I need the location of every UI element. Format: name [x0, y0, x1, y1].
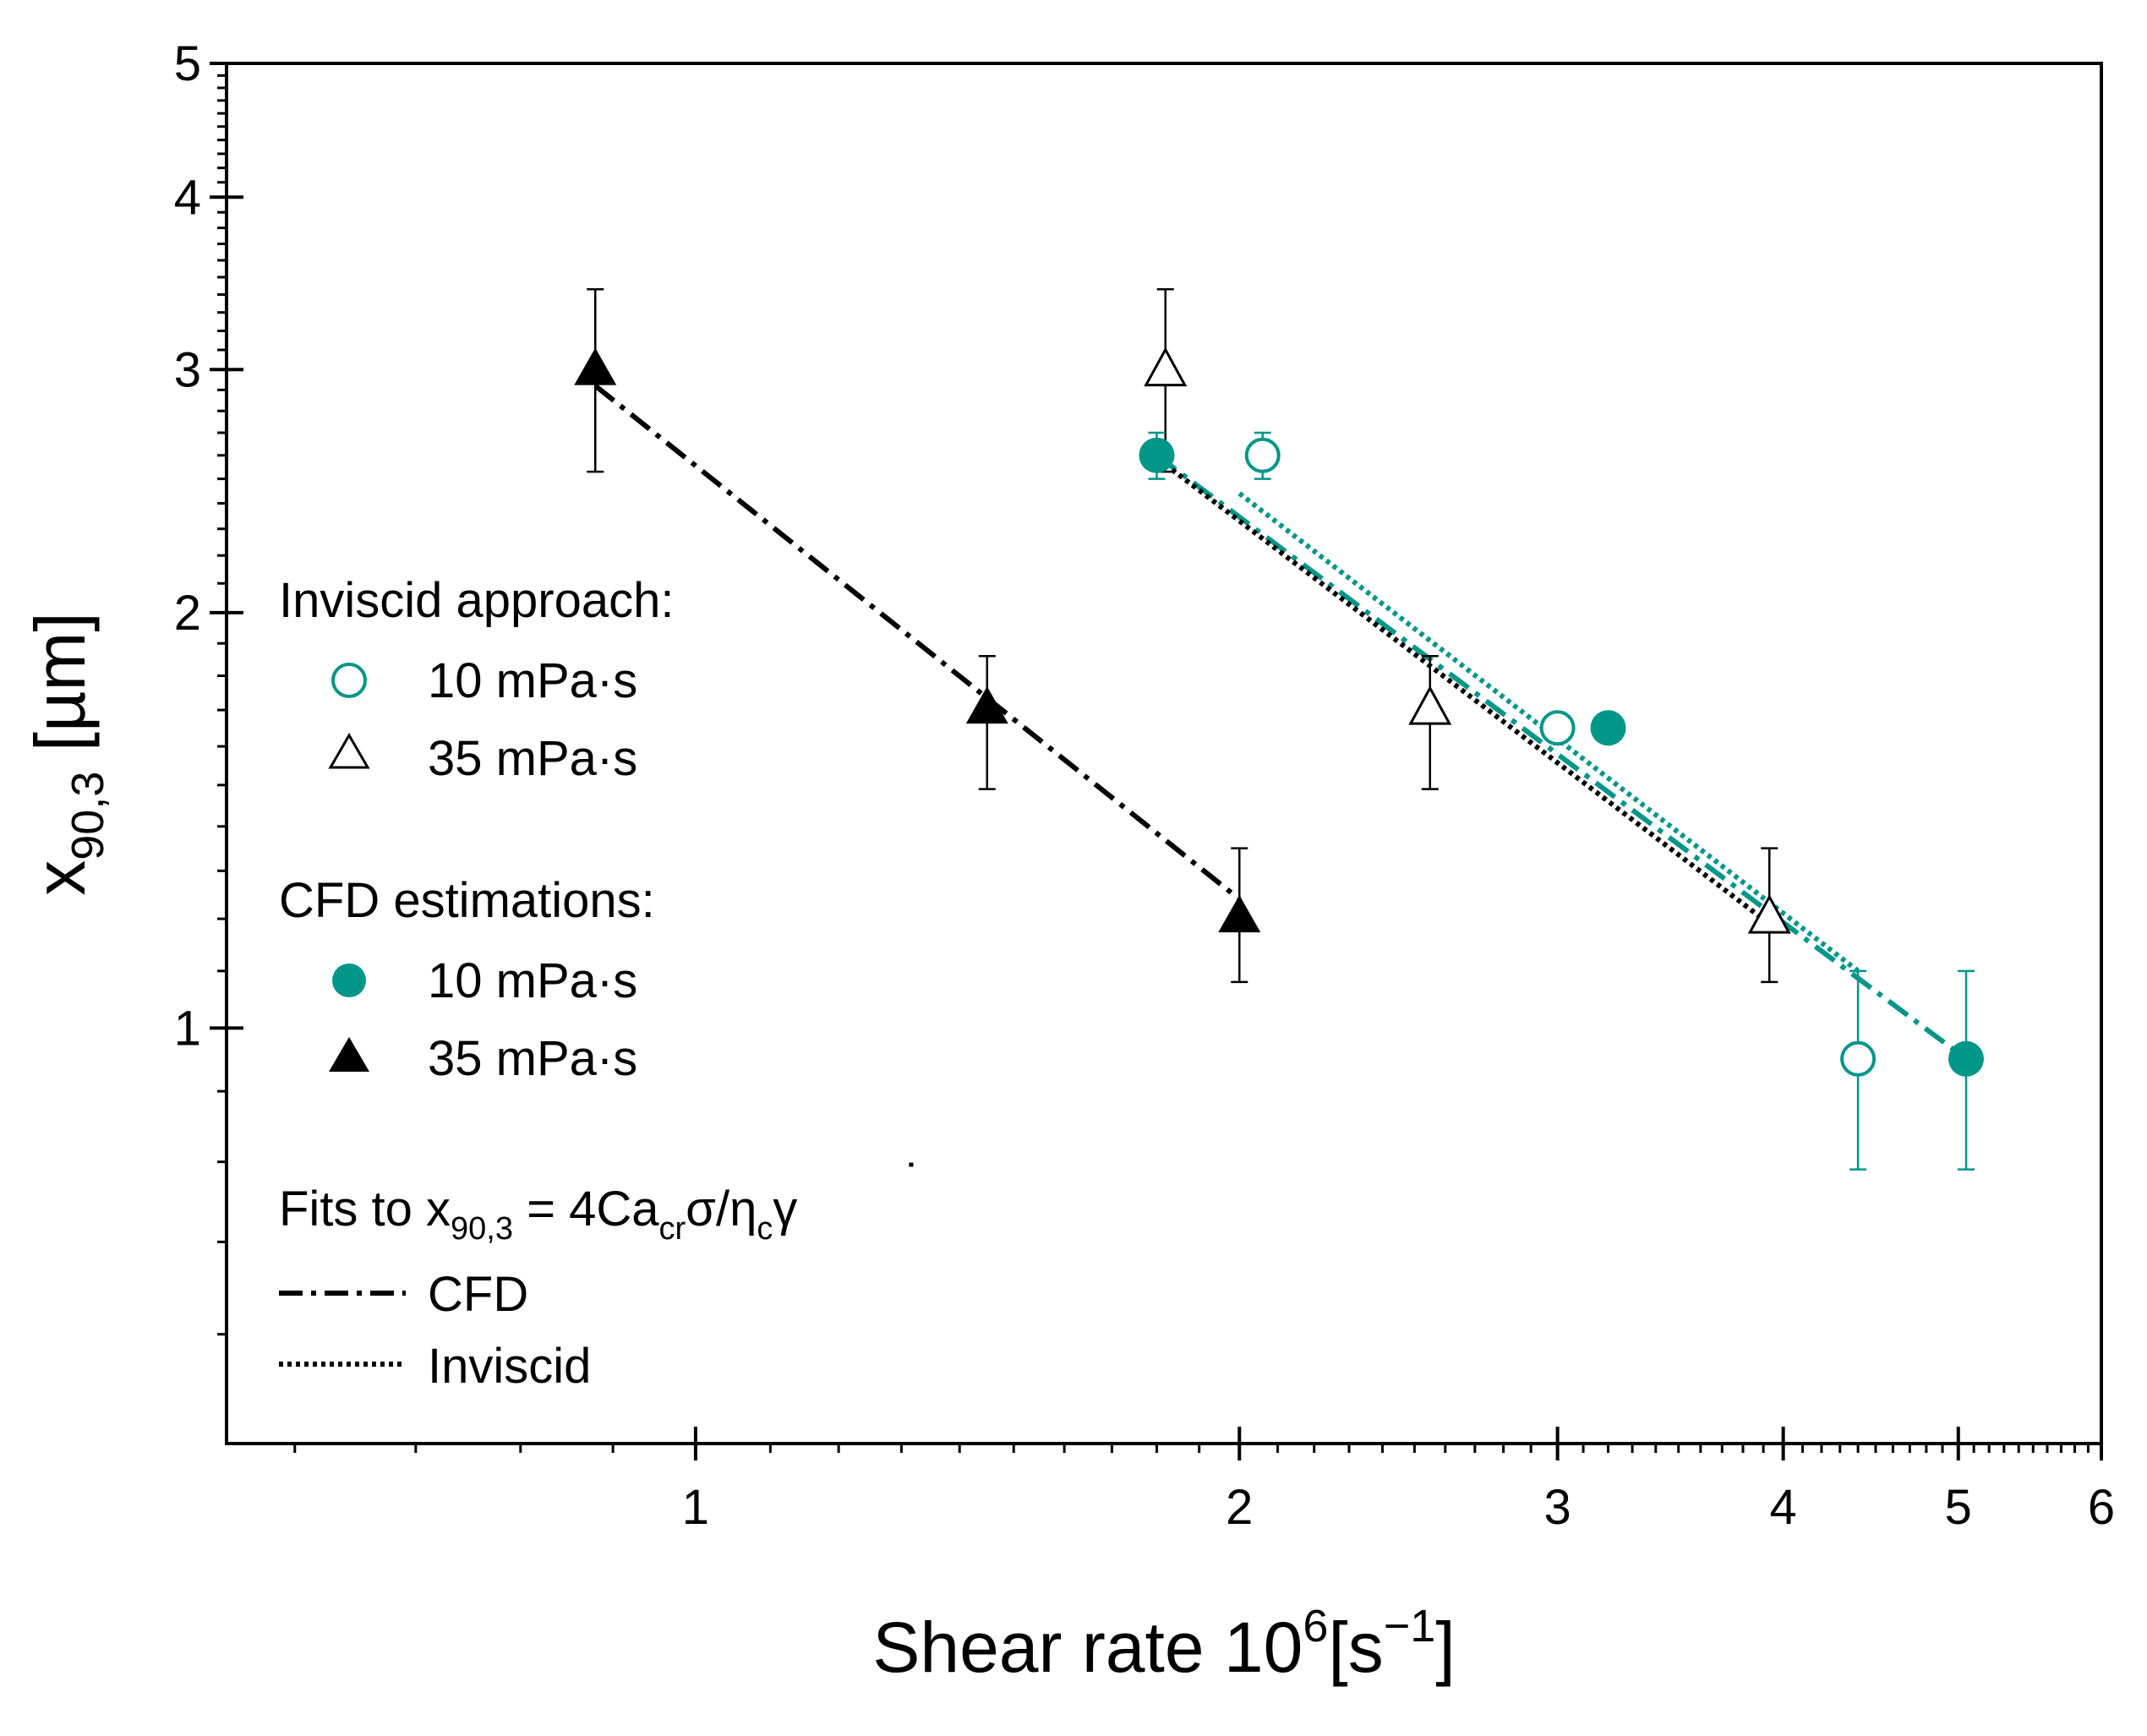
legend-inviscid-10: 10 mPa·s	[428, 653, 637, 708]
legend-fit-inviscid: Inviscid	[428, 1339, 591, 1394]
x-tick-label: 1	[682, 1480, 709, 1535]
legend-fits-heading: Fits to x90,3 = 4Cacrσ/ηcγ	[279, 1182, 797, 1247]
data-point-filled-circle	[1590, 710, 1626, 746]
fit-lines	[593, 384, 1968, 1062]
y-axis-ticks: 1 2 3 4 5	[174, 36, 243, 1336]
y-tick-label: 5	[174, 36, 201, 91]
data-point-filled-triangle	[1218, 895, 1261, 933]
y-tick-label: 1	[174, 1001, 201, 1056]
inviscid-fit-line	[1163, 462, 1772, 926]
x-tick-label: 6	[2088, 1480, 2115, 1535]
data-point-filled-triangle	[965, 686, 1008, 724]
data-point-filled-circle	[1139, 437, 1175, 473]
x-tick-label: 5	[1945, 1480, 1972, 1535]
legend-filled-triangle-icon	[329, 1037, 369, 1072]
legend-fit-cfd: CFD	[428, 1267, 528, 1322]
x-axis-ticks: 1 2 3 4 5 6	[293, 1427, 2115, 1535]
legend-open-circle-icon	[331, 663, 367, 698]
data-point-filled-circle	[1948, 1040, 1985, 1077]
legend-inviscid-heading: Inviscid approach:	[279, 573, 674, 628]
data-point-open-circle	[1539, 710, 1576, 746]
cfd-fit-line	[1155, 453, 1968, 1062]
x-tick-label: 2	[1226, 1480, 1253, 1535]
data-point-open-triangle	[1144, 347, 1188, 387]
legend: Inviscid approach: 10 mPa·s 35 mPa·s CFD…	[279, 573, 921, 1394]
legend-gamma-dot: ˙	[905, 1155, 921, 1209]
data-point-filled-triangle	[574, 347, 617, 385]
y-tick-label: 2	[174, 586, 201, 641]
x-tick-label: 3	[1543, 1480, 1571, 1535]
y-axis-title: x90,3 [µm]	[20, 612, 113, 896]
legend-cfd-heading: CFD estimations:	[279, 873, 655, 928]
legend-inviscid-35: 35 mPa·s	[428, 731, 637, 786]
y-tick-label: 4	[174, 170, 201, 225]
legend-cfd-10: 10 mPa·s	[428, 953, 637, 1008]
data-point-open-circle	[1840, 1040, 1877, 1077]
data-point-open-triangle	[1408, 685, 1452, 725]
x-tick-label: 4	[1770, 1480, 1797, 1535]
plot-frame	[225, 62, 2103, 1445]
cfd-fit-line	[593, 384, 1242, 902]
data-markers	[574, 347, 1985, 1077]
data-point-open-triangle	[1747, 893, 1791, 934]
legend-open-triangle-icon	[328, 733, 370, 769]
data-point-open-circle	[1244, 437, 1281, 473]
legend-filled-circle-icon	[332, 964, 366, 997]
legend-cfd-35: 35 mPa·s	[428, 1031, 637, 1086]
y-tick-label: 3	[174, 342, 201, 397]
error-bars	[587, 288, 1975, 1171]
x-axis-title: Shear rate 106[s−1]	[872, 1601, 1455, 1687]
